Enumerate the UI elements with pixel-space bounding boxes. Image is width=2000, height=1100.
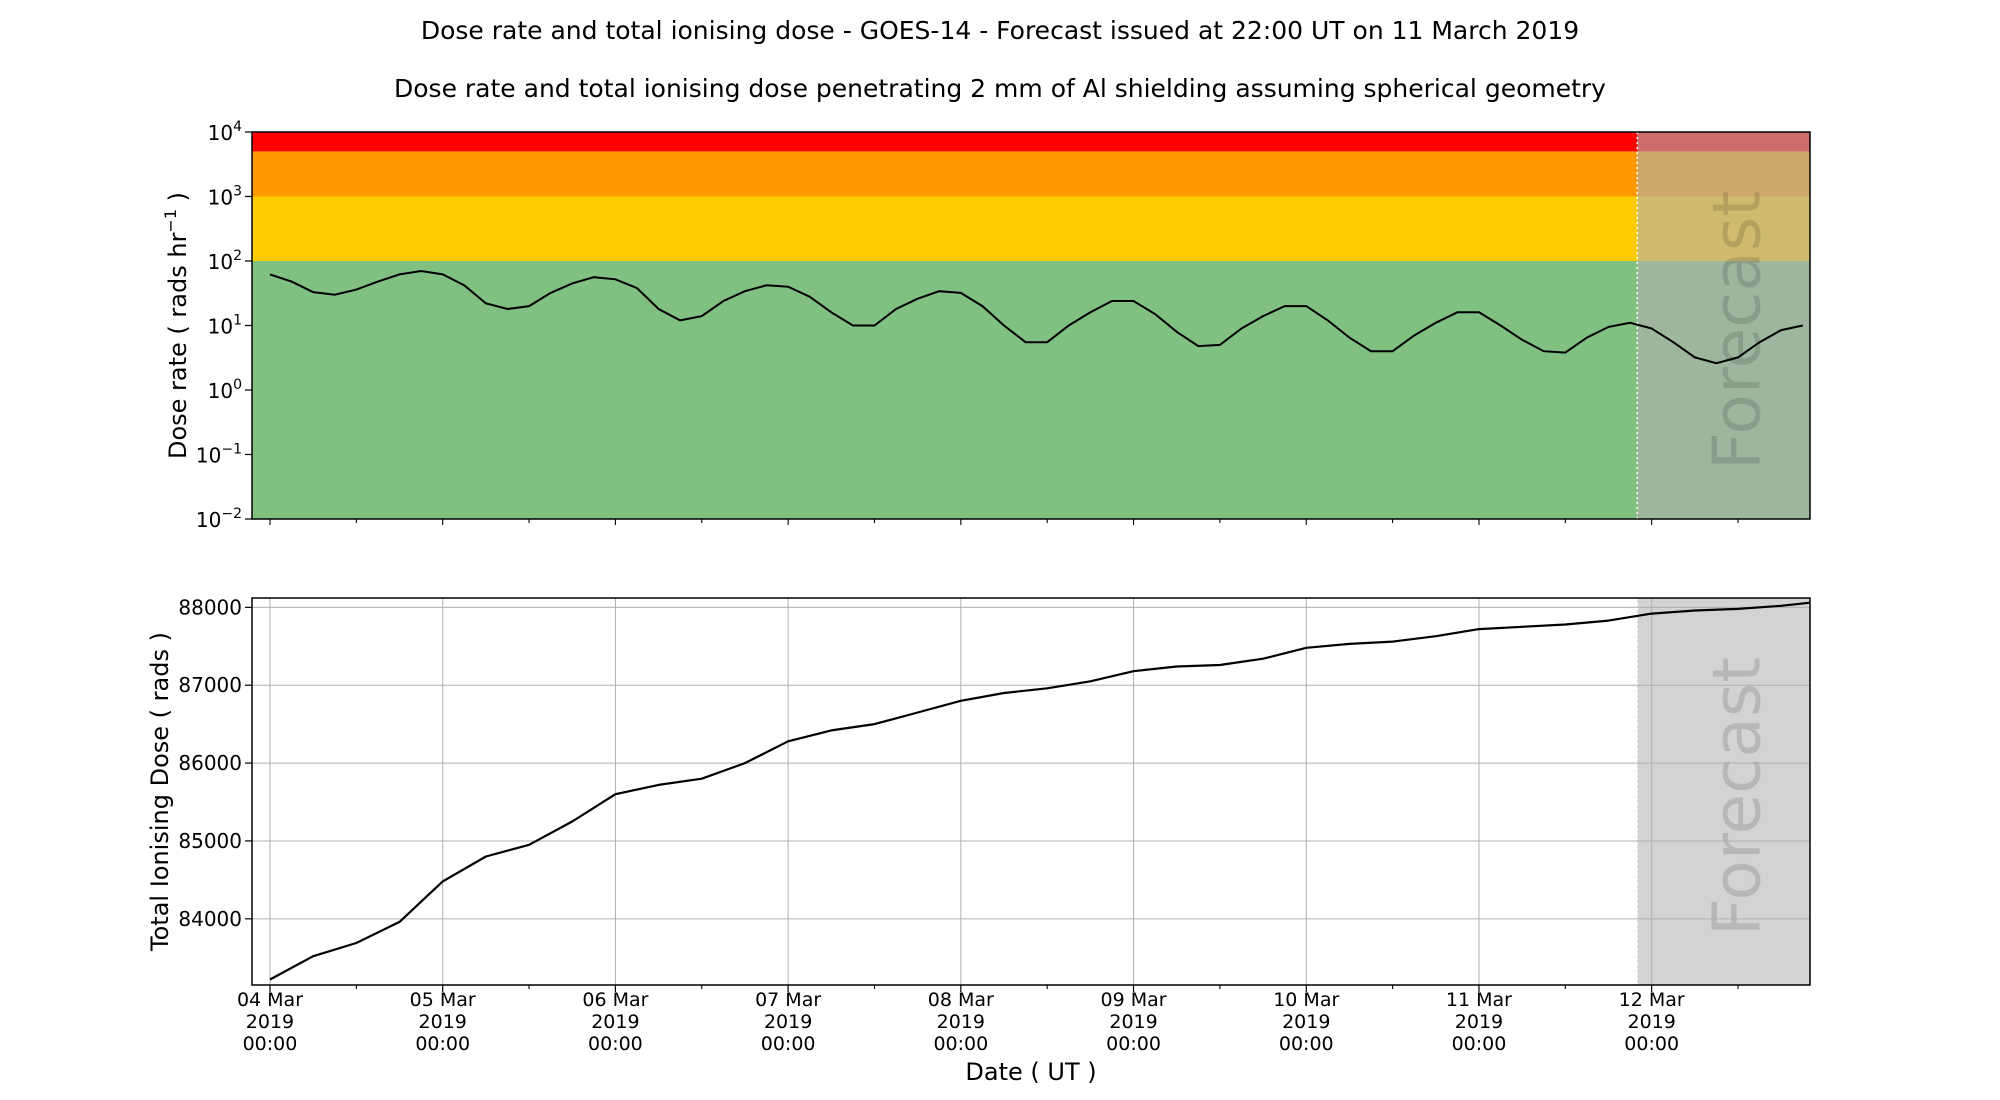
dose-rate-panel: Forecast 104 103 102 101 100 10−1 10−2 Dose rate… xyxy=(161,119,1811,532)
threshold-band-4 xyxy=(252,132,1810,152)
threshold-band-3 xyxy=(252,151,1810,197)
xtick-label-time-3: 00:00 xyxy=(761,1033,816,1055)
dose-rate-ylabel: Dose rate ( rads hr−1 ) xyxy=(161,192,192,459)
xtick-label-date-4: 08 Mar xyxy=(928,989,994,1011)
threshold-band-2 xyxy=(252,196,1810,261)
xtick-label-time-8: 00:00 xyxy=(1624,1033,1679,1055)
xtick-label-year-8: 2019 xyxy=(1628,1011,1676,1033)
chart-subtitle: Dose rate and total ionising dose penetr… xyxy=(394,74,1606,103)
xtick-label-time-4: 00:00 xyxy=(933,1033,988,1055)
xtick-label-time-1: 00:00 xyxy=(415,1033,470,1055)
xtick-label-date-3: 07 Mar xyxy=(755,989,821,1011)
dose-rate-ytick-label-3: 101 xyxy=(208,313,242,339)
xtick-label-time-7: 00:00 xyxy=(1452,1033,1507,1055)
dose-rate-line xyxy=(269,269,1804,365)
total-dose-line xyxy=(269,601,1811,981)
xtick-label-year-3: 2019 xyxy=(764,1011,812,1033)
xtick-label-date-7: 11 Mar xyxy=(1446,989,1512,1011)
forecast-region-total-dose xyxy=(1637,598,1810,985)
x-axis-label: Date ( UT ) xyxy=(965,1058,1096,1086)
total-dose-ytick-label-4: 88000 xyxy=(178,595,242,619)
forecast-label-dose-rate: Forecast xyxy=(1699,191,1776,470)
xtick-label-year-0: 2019 xyxy=(246,1011,294,1033)
forecast-region-dose-rate xyxy=(1637,132,1810,519)
total-dose-ylabel: Total Ionising Dose ( rads ) xyxy=(146,632,174,952)
xtick-label-year-2: 2019 xyxy=(591,1011,639,1033)
xtick-label-year-4: 2019 xyxy=(937,1011,985,1033)
xtick-label-date-5: 09 Mar xyxy=(1101,989,1167,1011)
dose-rate-ytick-label-2: 102 xyxy=(208,248,242,274)
threshold-band-1 xyxy=(252,261,1810,519)
xtick-label-date-2: 06 Mar xyxy=(582,989,648,1011)
xtick-label-date-1: 05 Mar xyxy=(410,989,476,1011)
dose-rate-ytick-label-5: 10−1 xyxy=(196,442,242,468)
total-dose-ytick-label-1: 85000 xyxy=(178,829,242,853)
xtick-label-year-5: 2019 xyxy=(1109,1011,1157,1033)
dose-rate-ytick-label-6: 10−2 xyxy=(196,506,242,532)
xtick-label-year-7: 2019 xyxy=(1455,1011,1503,1033)
xtick-label-time-0: 00:00 xyxy=(243,1033,298,1055)
xtick-label-time-5: 00:00 xyxy=(1106,1033,1161,1055)
xtick-label-year-6: 2019 xyxy=(1282,1011,1330,1033)
total-dose-plot-bg xyxy=(252,598,1810,985)
xtick-label-time-2: 00:00 xyxy=(588,1033,643,1055)
xtick-label-date-6: 10 Mar xyxy=(1273,989,1339,1011)
dose-rate-ytick-label-4: 100 xyxy=(208,377,242,403)
total-dose-plot-frame xyxy=(251,597,1811,986)
total-dose-ytick-label-0: 84000 xyxy=(178,907,242,931)
dose-rate-ytick-label-0: 104 xyxy=(208,119,242,145)
forecast-label-total-dose: Forecast xyxy=(1699,657,1776,936)
chart-title: Dose rate and total ionising dose - GOES… xyxy=(420,16,1580,45)
xtick-label-time-6: 00:00 xyxy=(1279,1033,1334,1055)
xtick-label-date-8: 12 Mar xyxy=(1619,989,1685,1011)
dose-rate-ytick-label-1: 103 xyxy=(208,184,242,210)
total-dose-ytick-label-2: 86000 xyxy=(178,751,242,775)
xtick-label-date-0: 04 Mar xyxy=(237,989,303,1011)
xtick-label-year-1: 2019 xyxy=(419,1011,467,1033)
total-dose-ytick-label-3: 87000 xyxy=(178,673,242,697)
